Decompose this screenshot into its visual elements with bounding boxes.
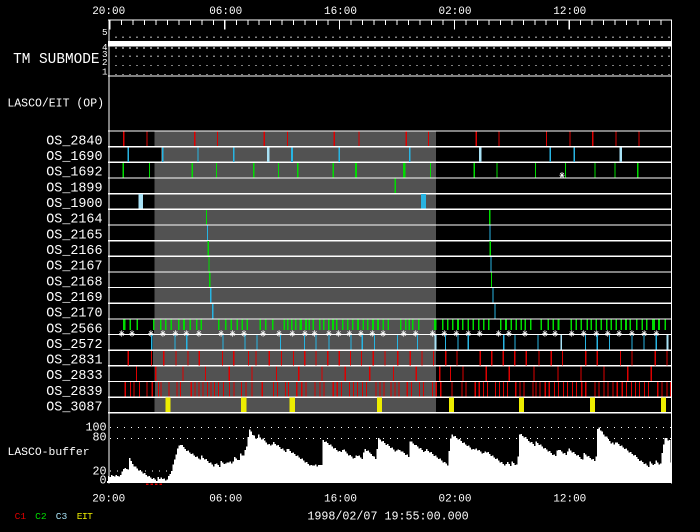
svg-text:OS_2833: OS_2833 [46,369,102,384]
svg-text:OS_1690: OS_1690 [46,150,102,165]
svg-text:20:00: 20:00 [92,6,125,18]
svg-text:100: 100 [85,421,106,435]
svg-text:OS_2831: OS_2831 [46,354,102,369]
svg-text:12:00: 12:00 [553,6,586,18]
svg-text:16:00: 16:00 [324,494,357,506]
svg-text:C2: C2 [35,511,47,522]
svg-text:OS_1692: OS_1692 [46,166,102,181]
svg-text:02:00: 02:00 [438,6,471,18]
svg-text:LASCO/EIT (OP): LASCO/EIT (OP) [7,98,104,111]
svg-text:OS_2167: OS_2167 [46,260,102,275]
svg-text:OS_2169: OS_2169 [46,291,102,306]
svg-text:OS_2840: OS_2840 [46,134,102,149]
svg-text:06:00: 06:00 [209,494,242,506]
svg-text:LASCO-buffer: LASCO-buffer [8,447,90,459]
svg-text:5: 5 [102,27,108,38]
svg-text:OS_2566: OS_2566 [46,322,102,337]
svg-text:16:00: 16:00 [324,6,357,18]
svg-text:06:00: 06:00 [209,6,242,18]
svg-text:1: 1 [102,67,108,78]
svg-text:20:00: 20:00 [92,494,125,506]
svg-text:3: 3 [102,49,108,60]
svg-text:C3: C3 [56,511,68,522]
svg-text:OS_2572: OS_2572 [46,338,102,353]
svg-text:0: 0 [99,473,106,487]
svg-text:OS_2165: OS_2165 [46,228,102,243]
svg-text:OS_2168: OS_2168 [46,275,102,290]
svg-text:OS_2170: OS_2170 [46,307,102,322]
svg-text:OS_2839: OS_2839 [46,385,102,400]
svg-text:OS_2164: OS_2164 [46,213,102,228]
svg-text:OS_1900: OS_1900 [46,197,102,212]
svg-text:80: 80 [92,431,106,445]
svg-text:20: 20 [92,464,106,478]
svg-text:TM SUBMODE: TM SUBMODE [13,52,99,68]
svg-text:4: 4 [102,42,108,53]
svg-text:C1: C1 [15,511,27,522]
svg-text:OS_3087: OS_3087 [46,401,102,416]
svg-text:OS_2166: OS_2166 [46,244,102,259]
svg-text:OS_1899: OS_1899 [46,181,102,196]
svg-text:2: 2 [102,57,108,68]
svg-text:02:00: 02:00 [438,494,471,506]
svg-text:1998/02/07 19:55:00.000: 1998/02/07 19:55:00.000 [307,510,468,524]
svg-text:12:00: 12:00 [553,494,586,506]
svg-text:EIT: EIT [77,511,93,522]
